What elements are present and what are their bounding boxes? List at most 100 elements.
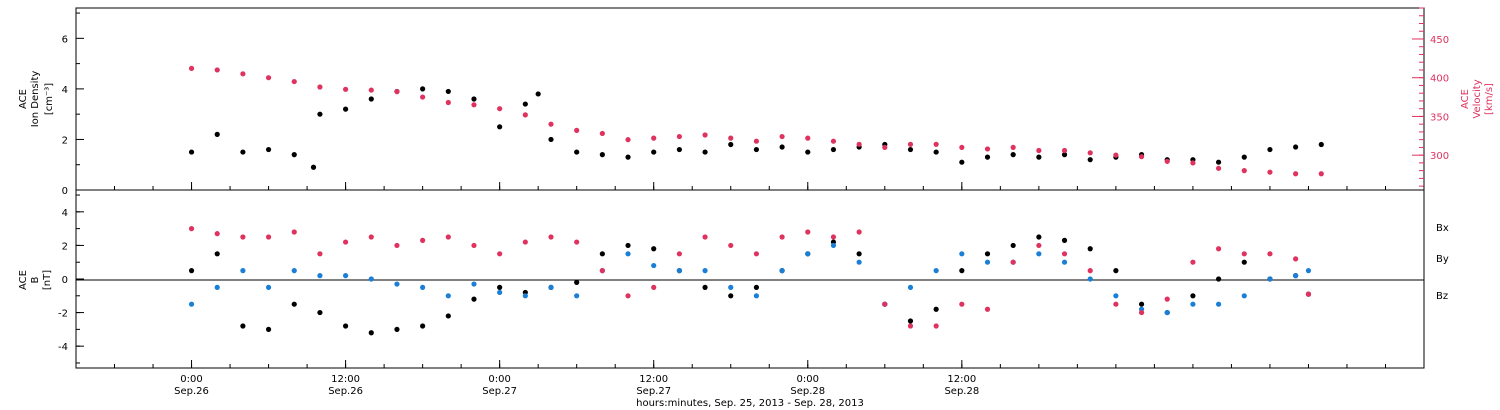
by-point bbox=[805, 251, 811, 257]
bz-point bbox=[1293, 256, 1299, 262]
xtick-time-label: 12:00 bbox=[331, 374, 360, 385]
bx-point bbox=[1138, 301, 1145, 307]
by-point bbox=[240, 268, 246, 274]
density-point bbox=[240, 149, 246, 155]
bz-point bbox=[1061, 251, 1068, 257]
xtick-date-label: Sep.28 bbox=[790, 386, 825, 397]
bz-point bbox=[984, 306, 991, 312]
bx-point bbox=[265, 326, 272, 332]
xtick-time-label: 0:00 bbox=[488, 374, 510, 385]
velocity-point bbox=[317, 84, 323, 90]
density-point bbox=[471, 96, 477, 102]
bx-point bbox=[933, 306, 939, 312]
velocity-point bbox=[574, 127, 580, 133]
velocity-point bbox=[779, 133, 785, 140]
by-point bbox=[420, 284, 426, 290]
density-point bbox=[1215, 159, 1222, 165]
density-point bbox=[291, 152, 297, 158]
top-ytick-label: 2 bbox=[62, 135, 68, 146]
bz-point bbox=[574, 239, 580, 245]
velocity-point bbox=[830, 138, 837, 144]
by-point bbox=[1087, 276, 1093, 282]
bottom-ytick-label: 0 bbox=[62, 275, 68, 286]
velocity-point bbox=[625, 137, 631, 143]
xtick-date-label: Sep.28 bbox=[944, 386, 979, 397]
density-point bbox=[779, 144, 785, 150]
legend-bz: Bz bbox=[1436, 291, 1448, 302]
velocity-point bbox=[368, 87, 374, 93]
density-point bbox=[625, 154, 631, 160]
bottom-ylabel-line2: B bbox=[30, 276, 41, 283]
density-point bbox=[368, 96, 374, 102]
bx-point bbox=[651, 246, 657, 252]
bx-point bbox=[907, 318, 914, 324]
bz-point bbox=[830, 234, 837, 240]
top-panel-frame bbox=[75, 7, 1425, 191]
bx-point bbox=[394, 326, 400, 332]
by-point bbox=[959, 251, 965, 257]
by-point bbox=[625, 251, 631, 257]
bottom-ytick-label: 4 bbox=[62, 208, 68, 219]
top-right-ylabel-line3: [km/s] bbox=[1484, 83, 1495, 115]
xtick-time-label: 0:00 bbox=[180, 374, 202, 385]
xtick-time-label: 12:00 bbox=[639, 374, 668, 385]
bx-point bbox=[959, 268, 965, 274]
bz-point bbox=[779, 234, 785, 240]
by-point bbox=[445, 293, 451, 299]
bx-point bbox=[214, 251, 220, 257]
bz-point bbox=[420, 237, 426, 243]
density-point bbox=[1267, 146, 1273, 153]
bx-point bbox=[343, 323, 349, 329]
bz-point bbox=[265, 234, 272, 240]
bz-point bbox=[368, 234, 374, 240]
density-point bbox=[1061, 152, 1068, 158]
xtick-time-label: 0:00 bbox=[797, 374, 819, 385]
density-point bbox=[574, 149, 580, 155]
by-point bbox=[214, 284, 220, 290]
bx-point bbox=[728, 293, 734, 299]
bz-point bbox=[1113, 301, 1119, 307]
top-left-ylabel-line1: ACE bbox=[18, 89, 29, 109]
by-point bbox=[1267, 276, 1273, 282]
bottom-left-axis-ticks: -4 -2 0 2 4 bbox=[58, 194, 84, 364]
by-point bbox=[984, 259, 991, 265]
bz-point bbox=[522, 239, 528, 245]
bz-point bbox=[471, 242, 477, 249]
bz-point bbox=[1138, 309, 1145, 316]
velocity-point bbox=[1267, 169, 1273, 175]
bottom-panel-frame bbox=[75, 189, 1425, 369]
by-point bbox=[548, 284, 554, 290]
density-point bbox=[445, 88, 451, 95]
bx-point bbox=[1190, 293, 1196, 299]
bz-point bbox=[1305, 291, 1312, 297]
bx-point bbox=[1087, 246, 1093, 252]
density-point bbox=[702, 149, 708, 155]
bz-point bbox=[1267, 251, 1273, 257]
velocity-point bbox=[1036, 147, 1042, 154]
bx-point bbox=[471, 296, 477, 302]
velocity-point bbox=[651, 135, 657, 141]
bottom-ytick-label: 2 bbox=[62, 241, 68, 252]
bz-point bbox=[291, 229, 297, 235]
bz-point bbox=[1241, 251, 1247, 257]
density-point bbox=[522, 101, 528, 107]
density-point bbox=[1010, 152, 1016, 158]
bx-point bbox=[753, 284, 760, 290]
velocity-point bbox=[265, 75, 272, 81]
by-point bbox=[753, 293, 760, 299]
by-point bbox=[1036, 251, 1042, 257]
top-left-axis-ticks: 0 2 4 6 bbox=[62, 12, 84, 197]
density-point bbox=[497, 124, 503, 130]
by-point bbox=[1113, 293, 1119, 299]
bz-point bbox=[907, 323, 914, 329]
by-point bbox=[188, 301, 195, 307]
legend-bx: Bx bbox=[1436, 223, 1449, 234]
bx-point bbox=[984, 251, 991, 257]
top-ytick-label: 6 bbox=[62, 34, 68, 45]
velocity-point bbox=[343, 86, 349, 92]
by-point bbox=[471, 281, 477, 287]
velocity-point bbox=[497, 106, 503, 112]
by-point bbox=[265, 284, 272, 290]
bz-point bbox=[394, 242, 400, 249]
